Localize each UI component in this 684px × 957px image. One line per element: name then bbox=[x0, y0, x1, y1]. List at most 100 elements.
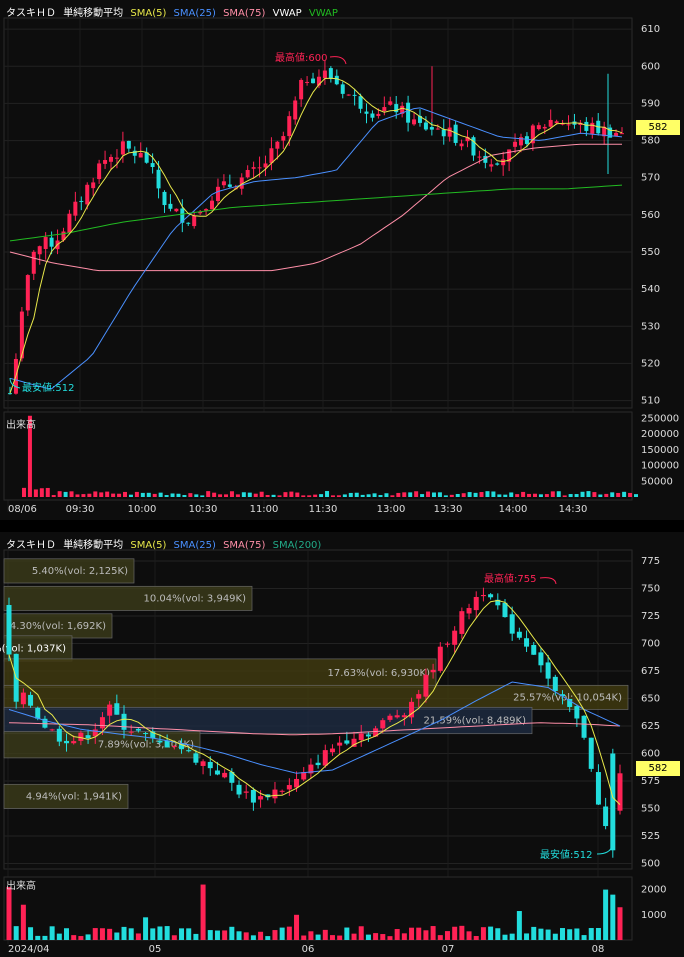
candle bbox=[334, 75, 339, 85]
candle bbox=[566, 124, 571, 126]
candle bbox=[174, 208, 179, 212]
volume-bar bbox=[562, 495, 567, 497]
volume-profile-label: 7.89%(vol: 3,101K) bbox=[98, 740, 194, 751]
volume-bar bbox=[229, 926, 235, 940]
volume-bar bbox=[531, 926, 537, 940]
candle bbox=[328, 68, 333, 79]
legend-sma75[interactable]: SMA(75) bbox=[223, 8, 266, 19]
legend-sma5[interactable]: SMA(5) bbox=[130, 8, 167, 19]
x-tick-label: 08 bbox=[592, 944, 605, 955]
volume-bar bbox=[294, 914, 300, 940]
volume-bar bbox=[401, 933, 407, 940]
candle bbox=[236, 784, 242, 795]
high-arrow bbox=[539, 577, 557, 585]
candle bbox=[31, 251, 36, 274]
volume-bar bbox=[107, 928, 113, 940]
candle bbox=[344, 740, 350, 744]
candle bbox=[251, 167, 256, 169]
candle bbox=[150, 731, 156, 739]
volume-bar bbox=[51, 495, 56, 497]
candle bbox=[489, 164, 494, 167]
volume-bar bbox=[265, 936, 271, 940]
candle bbox=[215, 186, 220, 202]
y-tick-label: 610 bbox=[641, 24, 660, 35]
candle bbox=[412, 119, 417, 125]
volume-bar bbox=[99, 928, 105, 940]
volume-bar bbox=[157, 926, 163, 940]
volume-bar bbox=[610, 492, 615, 497]
legend-sma75[interactable]: SMA(75) bbox=[223, 540, 266, 551]
candle bbox=[380, 720, 386, 729]
candle bbox=[294, 778, 300, 788]
candle bbox=[43, 237, 48, 249]
volume-bar bbox=[545, 929, 551, 940]
legend-sma5[interactable]: SMA(5) bbox=[130, 540, 167, 551]
legend-study: 単純移動平均 bbox=[63, 8, 124, 19]
legend-sma200[interactable]: SMA(200) bbox=[272, 540, 322, 551]
legend-vwap-2[interactable]: VWAP bbox=[308, 8, 338, 19]
candle bbox=[416, 694, 422, 699]
candle bbox=[272, 789, 278, 799]
volume-bar bbox=[313, 494, 318, 497]
legend-sma25[interactable]: SMA(25) bbox=[173, 8, 216, 19]
intraday-chart[interactable]: 610 600 590 580 570 560 550 540 530 520 510 最高値:600… bbox=[0, 0, 684, 520]
volume-bar bbox=[22, 487, 26, 497]
volume-bar bbox=[604, 493, 609, 497]
volume-bar bbox=[516, 911, 522, 940]
volume-bar bbox=[616, 492, 621, 497]
legend-title: タスキＨＤ bbox=[6, 8, 56, 19]
candle bbox=[19, 311, 24, 359]
candle bbox=[109, 156, 114, 162]
legend-vwap[interactable]: VWAP bbox=[272, 8, 302, 19]
volume-bar bbox=[188, 493, 193, 497]
volume-bar bbox=[497, 494, 502, 497]
volume-bar bbox=[92, 928, 98, 940]
candle bbox=[64, 740, 70, 744]
candle bbox=[126, 140, 131, 149]
candle bbox=[221, 181, 226, 186]
candle bbox=[132, 150, 137, 156]
volume-bar bbox=[473, 936, 479, 940]
candle bbox=[179, 743, 185, 750]
candle bbox=[548, 119, 553, 127]
candle bbox=[441, 129, 446, 137]
candle bbox=[507, 149, 512, 162]
candle bbox=[168, 203, 173, 209]
volume-bar bbox=[378, 495, 383, 497]
candle bbox=[329, 748, 335, 753]
volume-bar bbox=[135, 933, 141, 940]
y-tick-label: 550 bbox=[641, 804, 660, 815]
candle bbox=[602, 126, 607, 137]
volume-bar bbox=[56, 933, 62, 940]
candle bbox=[394, 715, 400, 718]
volume-bar bbox=[308, 931, 314, 940]
candle bbox=[286, 785, 292, 790]
candle bbox=[581, 715, 587, 738]
candle bbox=[358, 733, 364, 741]
candle bbox=[287, 116, 292, 137]
volume-bar bbox=[502, 934, 508, 940]
volume-bar bbox=[193, 933, 199, 940]
candle bbox=[340, 84, 345, 94]
legend-sma25[interactable]: SMA(25) bbox=[173, 540, 216, 551]
candle bbox=[103, 160, 108, 164]
daily-chart[interactable]: 775 750 725 700 675 650 625 600 575 550 525 500 5.40… bbox=[0, 532, 684, 957]
volume-bar bbox=[241, 492, 246, 497]
volume-bar bbox=[6, 887, 12, 940]
candle bbox=[198, 211, 203, 214]
y-tick-label: 725 bbox=[641, 611, 660, 622]
volume-bar bbox=[365, 934, 371, 940]
volume-bar bbox=[574, 928, 580, 940]
candle bbox=[387, 715, 393, 720]
candle bbox=[513, 141, 518, 147]
volume-bar bbox=[117, 493, 122, 497]
volume-bar bbox=[146, 492, 151, 497]
volume-bar bbox=[595, 927, 601, 940]
candle bbox=[79, 200, 84, 202]
candle bbox=[501, 159, 506, 166]
x-tick-label: 10:30 bbox=[189, 504, 218, 515]
candle bbox=[351, 738, 357, 747]
volume-bar bbox=[509, 492, 514, 497]
volume-bar bbox=[200, 495, 205, 497]
volume-bar bbox=[93, 491, 98, 497]
